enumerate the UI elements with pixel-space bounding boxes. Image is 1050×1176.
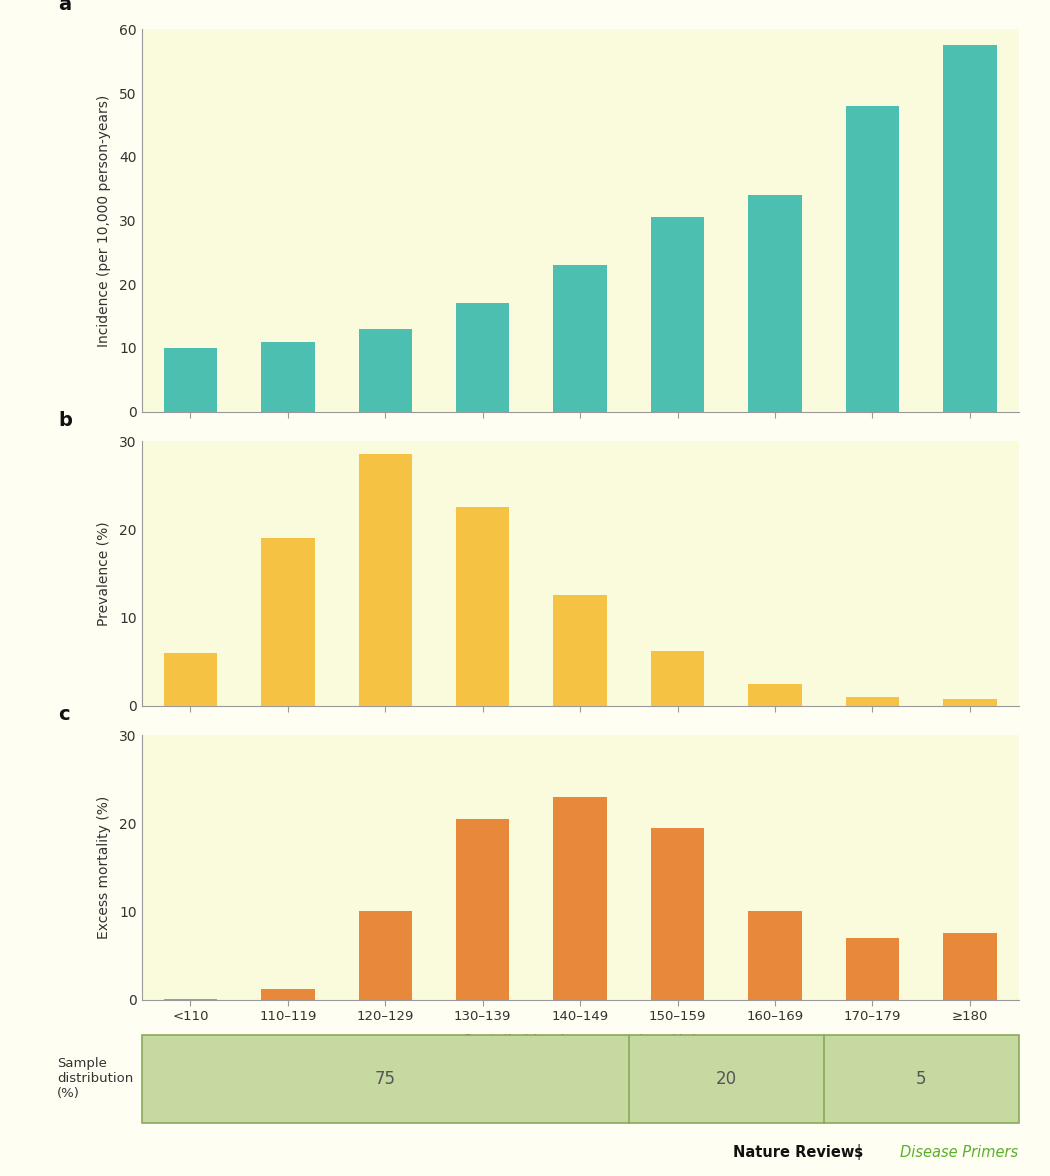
Bar	[456, 507, 509, 706]
Bar	[651, 218, 705, 412]
Bar	[261, 341, 315, 412]
Bar	[845, 938, 899, 1000]
Bar	[142, 1035, 1018, 1123]
Text: 75: 75	[375, 1070, 396, 1088]
Bar	[553, 595, 607, 706]
Bar	[845, 106, 899, 412]
Bar	[456, 818, 509, 1000]
X-axis label: Systolic blood pressure (mmHg): Systolic blood pressure (mmHg)	[463, 1034, 697, 1049]
Y-axis label: Prevalence (%): Prevalence (%)	[97, 521, 111, 626]
Text: 20: 20	[716, 1070, 737, 1088]
Bar	[553, 265, 607, 412]
Text: b: b	[59, 412, 72, 430]
Text: 5: 5	[916, 1070, 926, 1088]
Bar	[261, 989, 315, 1000]
Text: a: a	[59, 0, 71, 14]
Bar	[845, 696, 899, 706]
Bar	[456, 303, 509, 412]
Bar	[358, 454, 412, 706]
Bar	[749, 683, 802, 706]
Bar	[164, 653, 217, 706]
Bar	[943, 46, 996, 412]
Bar	[749, 195, 802, 412]
Bar	[749, 911, 802, 1000]
Bar	[943, 934, 996, 1000]
Bar	[651, 652, 705, 706]
Bar	[553, 797, 607, 1000]
Text: Sample
distribution
(%): Sample distribution (%)	[57, 1057, 133, 1101]
Bar	[261, 539, 315, 706]
Y-axis label: Incidence (per 10,000 person-years): Incidence (per 10,000 person-years)	[97, 94, 111, 347]
Text: Nature Reviews: Nature Reviews	[733, 1144, 863, 1160]
Text: Disease Primers: Disease Primers	[901, 1144, 1018, 1160]
Bar	[651, 828, 705, 1000]
Text: |: |	[852, 1143, 866, 1160]
Bar	[358, 329, 412, 412]
Y-axis label: Excess mortality (%): Excess mortality (%)	[97, 796, 111, 938]
Bar	[358, 911, 412, 1000]
Bar	[164, 348, 217, 412]
Bar	[943, 699, 996, 706]
Text: c: c	[59, 706, 70, 724]
